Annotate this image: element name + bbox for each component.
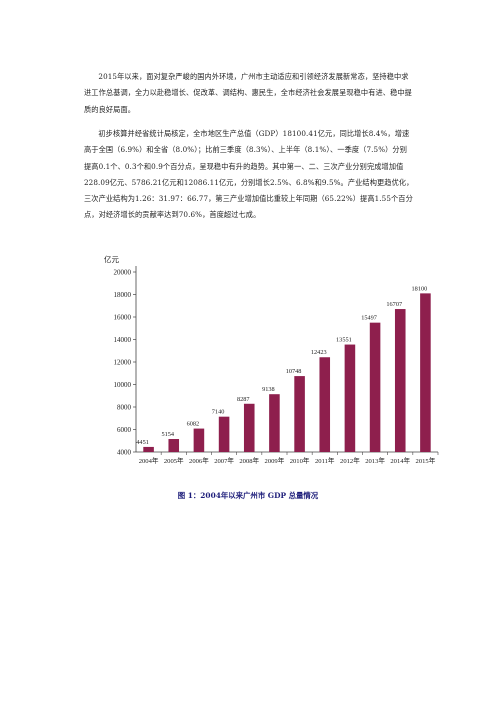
y-tick-label: 18000 bbox=[114, 291, 132, 299]
chart-axes bbox=[133, 266, 439, 455]
bar-2014年 bbox=[394, 309, 406, 452]
y-tick-label: 8000 bbox=[117, 404, 132, 412]
data-label: 7140 bbox=[212, 409, 225, 416]
x-tick-label: 2014年 bbox=[390, 456, 410, 465]
y-tick-label: 16000 bbox=[114, 314, 132, 322]
bar-2006年 bbox=[193, 428, 205, 452]
data-label: 4451 bbox=[136, 439, 149, 446]
bar-2012年 bbox=[344, 344, 356, 452]
x-tick-label: 2008年 bbox=[239, 456, 259, 465]
bar-2005年 bbox=[168, 439, 180, 452]
bar-2010年 bbox=[294, 376, 305, 452]
data-label: 8287 bbox=[237, 396, 250, 403]
x-tick-label: 2009年 bbox=[265, 456, 285, 465]
data-label: 10748 bbox=[286, 368, 302, 375]
x-tick-label: 2006年 bbox=[189, 456, 209, 465]
x-tick-label: 2004年 bbox=[139, 456, 159, 465]
figure-caption: 图 1：2004年以来广州市 GDP 总量情况 bbox=[177, 491, 319, 500]
x-tick-label: 2005年 bbox=[164, 456, 184, 465]
x-tick-label: 2012年 bbox=[340, 456, 360, 465]
y-tick-label: 12000 bbox=[114, 359, 132, 367]
chart-bars bbox=[143, 293, 431, 452]
data-label: 13551 bbox=[336, 337, 352, 344]
gdp-paragraph: 初步核算并经省统计局核定，全市地区生产总值（GDP）18100.41亿元，同比增… bbox=[84, 129, 414, 220]
bar-2007年 bbox=[218, 416, 230, 452]
x-tick-label: 2011年 bbox=[315, 456, 335, 465]
x-tick-label: 2015年 bbox=[416, 456, 436, 465]
y-tick-label: 20000 bbox=[114, 269, 132, 277]
data-label: 12423 bbox=[311, 349, 327, 356]
y-tick-label: 6000 bbox=[117, 426, 132, 434]
bar-2013年 bbox=[369, 322, 381, 452]
y-tick-label: 14000 bbox=[114, 336, 132, 344]
y-tick-label: 4000 bbox=[117, 449, 132, 457]
data-label: 16707 bbox=[386, 301, 402, 308]
data-label: 9138 bbox=[262, 386, 275, 393]
y-axis-unit-label: 亿元 bbox=[104, 254, 119, 264]
chart-labels: 亿元 4000 6000 8000 10000 12000 14000 16000 18000 2… bbox=[104, 254, 436, 465]
y-tick-label: 10000 bbox=[114, 381, 132, 389]
bar-2015年 bbox=[420, 293, 431, 452]
x-tick-label: 2010年 bbox=[290, 456, 310, 465]
x-tick-label: 2007年 bbox=[214, 456, 234, 465]
bar-2004年 bbox=[143, 446, 154, 452]
data-label: 5154 bbox=[161, 431, 174, 438]
data-label: 18100 bbox=[412, 285, 428, 292]
bar-2008年 bbox=[243, 403, 255, 452]
gdp-bar-chart: 亿元 4000 6000 8000 10000 12000 14000 16000 18000 2… bbox=[96, 252, 448, 474]
x-tick-label: 2013年 bbox=[365, 456, 385, 465]
data-label: 6082 bbox=[187, 421, 200, 428]
intro-paragraph: 2015年以来，面对复杂严峻的国内外环境，广州市主动适应和引领经济发展新常态，坚… bbox=[84, 72, 412, 114]
bar-2009年 bbox=[269, 394, 280, 452]
bar-2011年 bbox=[319, 357, 331, 452]
data-label: 15497 bbox=[361, 315, 377, 322]
